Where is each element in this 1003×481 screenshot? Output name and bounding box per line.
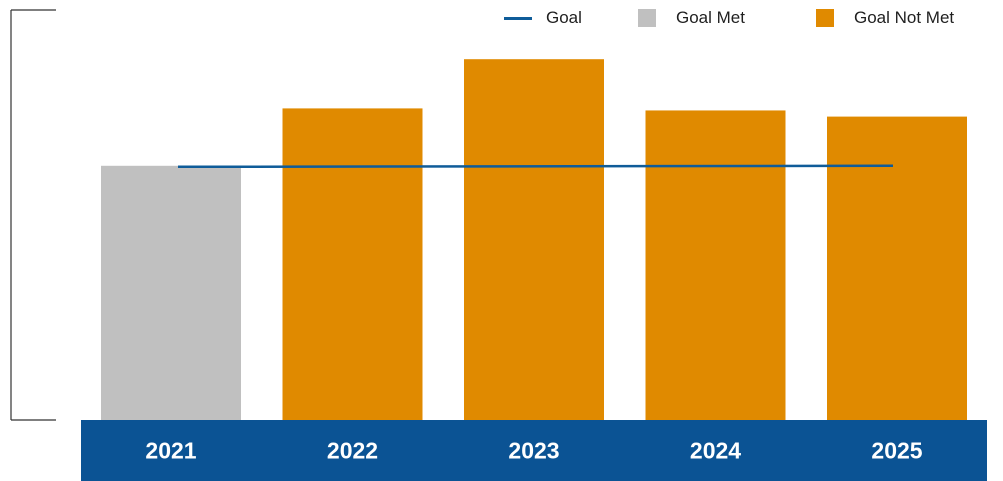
goal-met-swatch bbox=[638, 9, 656, 27]
category-label-2022: 2022 bbox=[327, 438, 378, 464]
bar-2021 bbox=[101, 165, 241, 420]
legend-item-goal-met: Goal Met bbox=[638, 6, 745, 30]
category-label-2021: 2021 bbox=[145, 438, 196, 464]
category-band bbox=[81, 420, 987, 481]
bar-2025 bbox=[827, 116, 967, 420]
category-label-2023: 2023 bbox=[508, 438, 559, 464]
goal-line-swatch bbox=[504, 16, 532, 20]
legend-goal-not-met-label: Goal Not Met bbox=[854, 8, 955, 27]
bar-2022 bbox=[282, 108, 423, 421]
bar-layer bbox=[101, 59, 967, 421]
bar-2023 bbox=[464, 59, 604, 420]
legend-goal-label: Goal bbox=[546, 8, 582, 27]
axis-layer bbox=[10, 9, 56, 421]
category-label-2025: 2025 bbox=[871, 438, 922, 464]
goal-layer bbox=[177, 164, 894, 169]
bar-2024 bbox=[645, 110, 786, 420]
category-band-layer bbox=[81, 420, 987, 481]
legend-goal-met-label: Goal Met bbox=[676, 8, 745, 27]
legend-item-goal-not-met: Goal Not Met bbox=[816, 6, 954, 30]
legend-item-goal: Goal bbox=[504, 6, 582, 30]
goal-not-met-swatch bbox=[816, 9, 834, 27]
goal-line bbox=[177, 164, 894, 169]
chart-legend: Goal Goal Met Goal Not Met bbox=[0, 6, 1003, 30]
category-label-layer: 2021 2022 2023 2024 2025 bbox=[145, 438, 922, 464]
category-label-2024: 2024 bbox=[690, 438, 741, 464]
